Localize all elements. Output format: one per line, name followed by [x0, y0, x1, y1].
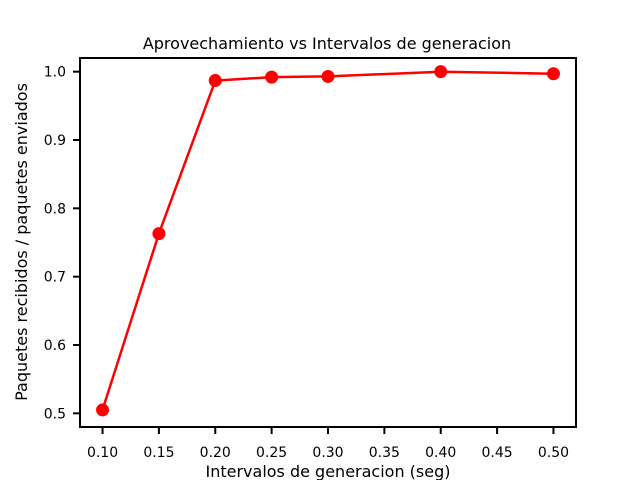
plot-area: 0.10 0.15 0.20 0.25 0.30 0.35 0.40 0.45 0.50 0.5 0…	[44, 65, 569, 461]
chart-title: Aprovechamiento vs Intervalos de generac…	[143, 34, 511, 53]
data-point	[321, 69, 335, 83]
data-point	[434, 65, 448, 79]
y-axis-label: Paquetes recibidos / paquetes enviados	[12, 83, 31, 401]
data-point	[546, 67, 560, 81]
y-tick-label: 0.6	[44, 338, 66, 354]
x-tick-label: 0.20	[200, 445, 231, 461]
x-axis-label: Intervalos de generacion (seg)	[205, 462, 450, 480]
y-tick-label: 1.0	[44, 65, 66, 81]
x-tick-label: 0.30	[312, 445, 343, 461]
y-tick-label: 0.8	[44, 201, 66, 217]
x-tick-label: 0.15	[143, 445, 174, 461]
axes-frame	[79, 57, 577, 428]
data-point	[96, 403, 110, 417]
x-tick-label: 0.40	[425, 445, 456, 461]
series-line	[101, 70, 554, 411]
x-tick-label: 0.50	[538, 445, 569, 461]
x-tick-label: 0.25	[256, 445, 287, 461]
data-point	[265, 70, 279, 84]
y-tick-label: 0.5	[44, 406, 66, 422]
data-point	[152, 227, 166, 241]
y-tick-label: 0.9	[44, 133, 66, 149]
x-tick-label: 0.45	[482, 445, 513, 461]
y-tick-label: 0.7	[44, 270, 66, 286]
x-tick-label: 0.35	[369, 445, 400, 461]
data-point	[208, 74, 222, 88]
x-tick-label: 0.10	[87, 445, 118, 461]
